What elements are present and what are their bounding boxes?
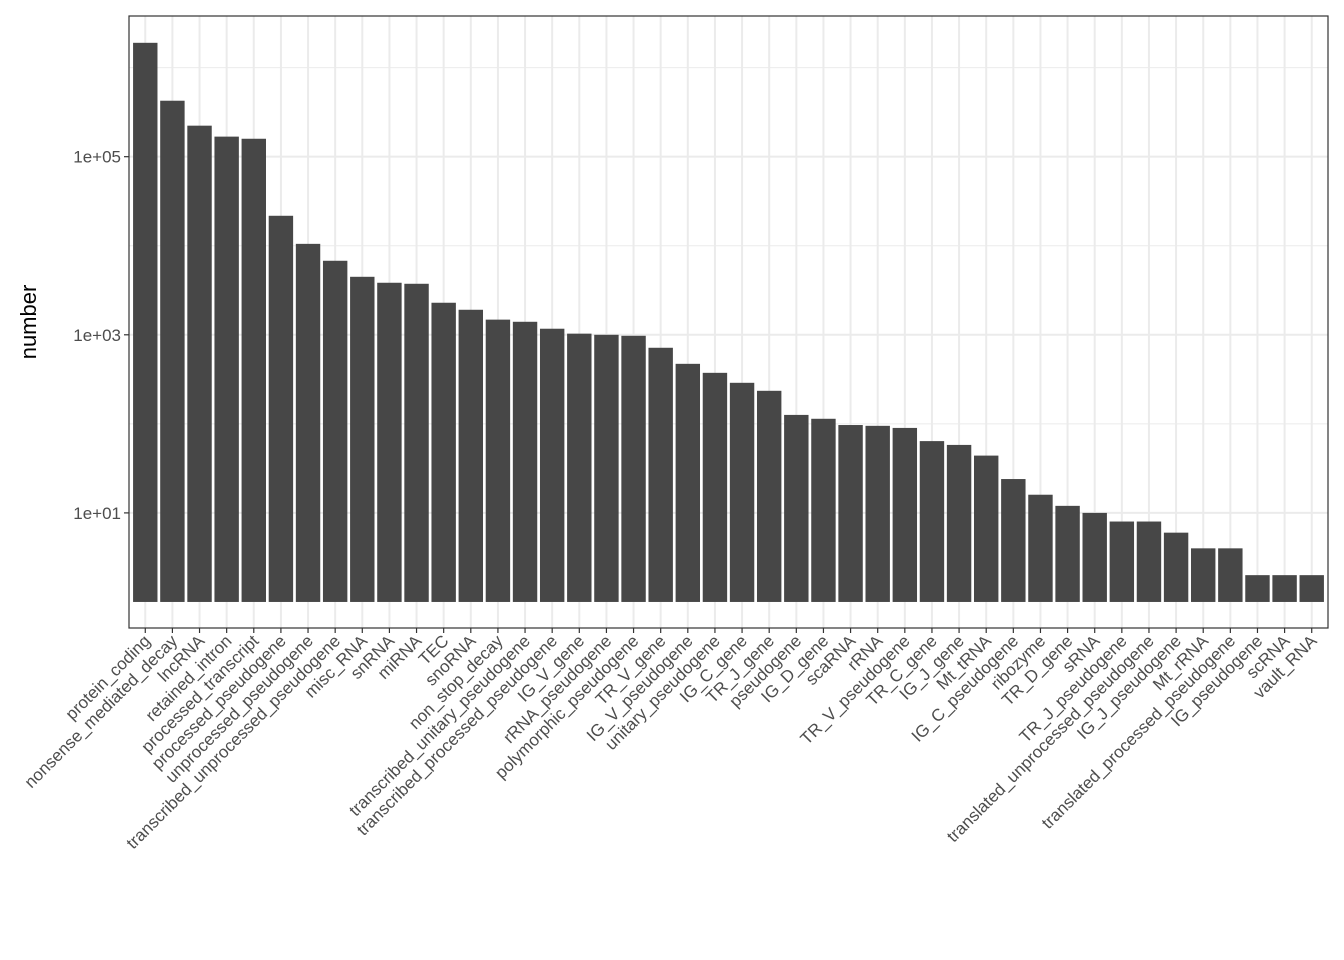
bar	[1299, 575, 1324, 602]
bar	[946, 444, 972, 602]
bar	[919, 441, 945, 602]
bar	[404, 283, 429, 602]
bar	[214, 136, 239, 602]
bar	[702, 372, 728, 602]
bar	[1272, 575, 1297, 602]
bar	[1109, 521, 1135, 602]
bar	[675, 363, 701, 602]
bar	[1163, 532, 1189, 602]
bar	[1136, 521, 1162, 602]
bar	[295, 243, 321, 602]
bar	[431, 302, 456, 602]
y-axis-title: number	[16, 285, 41, 360]
bar	[811, 418, 836, 602]
bar	[458, 309, 484, 602]
bar	[865, 425, 890, 602]
bar	[1082, 512, 1107, 602]
bar	[187, 125, 212, 602]
bar	[485, 319, 511, 602]
bar	[322, 260, 348, 602]
bar	[784, 414, 809, 602]
bar	[1028, 494, 1053, 602]
bar	[268, 215, 294, 602]
bar	[1001, 479, 1026, 602]
panel-border	[128, 15, 1329, 629]
bar	[160, 100, 185, 602]
bar	[1055, 505, 1080, 602]
bar	[1245, 575, 1270, 602]
bar	[621, 335, 646, 602]
bar	[594, 334, 619, 602]
bar	[756, 390, 782, 602]
bar	[973, 455, 999, 602]
bar	[892, 427, 918, 602]
bar	[350, 276, 375, 602]
bar	[1218, 548, 1243, 602]
bar	[567, 333, 592, 602]
bar	[241, 138, 266, 602]
y-tick-label: 1e+05	[73, 148, 121, 167]
bar	[1191, 548, 1216, 602]
y-tick-label: 1e+01	[73, 504, 121, 523]
bar	[539, 328, 565, 602]
bar	[648, 347, 673, 602]
bar	[377, 282, 402, 602]
bar	[133, 42, 158, 602]
bar	[512, 321, 538, 602]
bar	[838, 425, 863, 602]
y-tick-label: 1e+03	[73, 326, 121, 345]
bar	[729, 382, 755, 602]
